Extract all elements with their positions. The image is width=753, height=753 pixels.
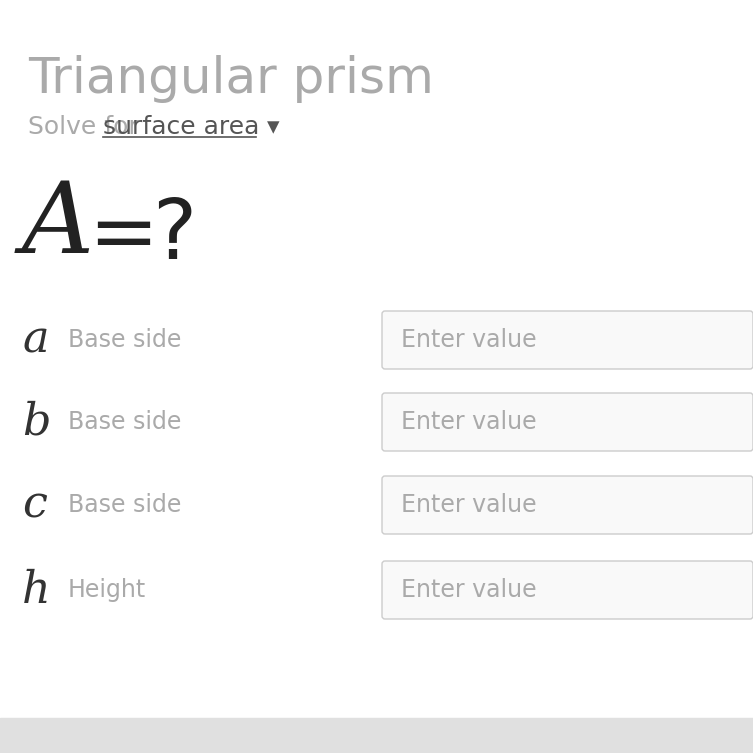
Bar bbox=[0, 718, 753, 753]
FancyBboxPatch shape bbox=[382, 393, 753, 451]
Text: Solve for: Solve for bbox=[28, 115, 147, 139]
Text: Enter value: Enter value bbox=[401, 578, 537, 602]
Text: Base side: Base side bbox=[68, 328, 181, 352]
FancyBboxPatch shape bbox=[382, 311, 753, 369]
Text: Triangular prism: Triangular prism bbox=[28, 55, 434, 103]
Text: Enter value: Enter value bbox=[401, 410, 537, 434]
Text: surface area: surface area bbox=[103, 115, 259, 139]
Text: ▾: ▾ bbox=[259, 115, 279, 139]
Text: ?: ? bbox=[152, 195, 197, 276]
Text: c: c bbox=[22, 483, 47, 526]
Text: A: A bbox=[22, 178, 94, 273]
Text: Enter value: Enter value bbox=[401, 493, 537, 517]
FancyBboxPatch shape bbox=[382, 476, 753, 534]
FancyBboxPatch shape bbox=[382, 561, 753, 619]
Text: b: b bbox=[22, 401, 50, 444]
Text: Enter value: Enter value bbox=[401, 328, 537, 352]
Text: Height: Height bbox=[68, 578, 146, 602]
Text: =: = bbox=[88, 195, 158, 276]
Text: Base side: Base side bbox=[68, 493, 181, 517]
Text: h: h bbox=[22, 569, 50, 611]
Text: Base side: Base side bbox=[68, 410, 181, 434]
Text: a: a bbox=[22, 319, 48, 361]
